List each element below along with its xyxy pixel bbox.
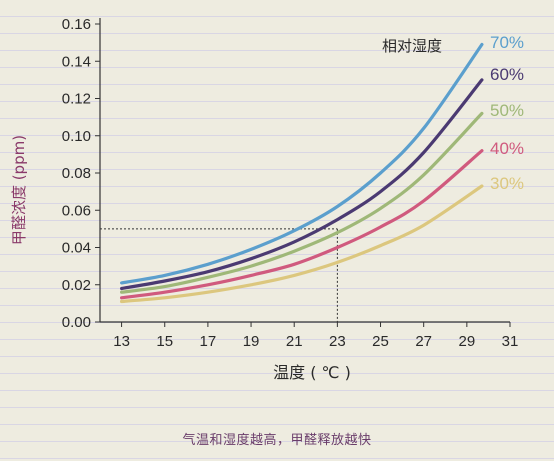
x-axis-title: 温度 ( ℃ ) bbox=[273, 363, 351, 382]
y-tick-label: 0.04 bbox=[62, 240, 91, 257]
series-line-50pct bbox=[120, 111, 484, 294]
y-tick-label: 0.14 bbox=[62, 53, 91, 70]
series-label: 70% bbox=[490, 33, 524, 52]
y-axis-title: 甲醛浓度 (ppm) bbox=[10, 135, 28, 245]
x-tick-label: 17 bbox=[200, 333, 217, 350]
series-labels: 70% 60% 50% 40% 30% bbox=[490, 33, 524, 193]
series-line-60pct bbox=[120, 78, 484, 291]
series-line-30pct bbox=[120, 184, 484, 304]
x-tick-label: 29 bbox=[458, 333, 475, 350]
x-tick-label: 13 bbox=[113, 333, 130, 350]
series-label: 30% bbox=[490, 174, 524, 193]
y-tick-label: 0.12 bbox=[62, 91, 91, 108]
x-tick-label: 19 bbox=[243, 333, 260, 350]
x-tick-label: 25 bbox=[372, 333, 389, 350]
x-tick-label: 15 bbox=[156, 333, 173, 350]
series-line-70pct bbox=[120, 42, 484, 285]
x-tick-label: 31 bbox=[502, 333, 519, 350]
y-tick-label: 0.16 bbox=[62, 16, 91, 33]
chart-caption: 气温和湿度越高，甲醛释放越快 bbox=[182, 433, 372, 448]
series-label: 50% bbox=[490, 101, 524, 120]
series-line-40pct bbox=[120, 149, 484, 300]
legend-title: 相对湿度 bbox=[382, 37, 442, 55]
y-tick-label: 0.08 bbox=[62, 165, 91, 182]
y-tick-label: 0.06 bbox=[62, 202, 91, 219]
x-tick-label: 21 bbox=[286, 333, 303, 350]
axes bbox=[99, 18, 510, 323]
y-tick-label: 0.02 bbox=[62, 277, 91, 294]
x-tick-label: 27 bbox=[415, 333, 432, 350]
series-label: 60% bbox=[490, 65, 524, 84]
series-label: 40% bbox=[490, 139, 524, 158]
ticks: 0.00 0.02 0.04 0.06 0.08 0.10 0.12 0.14 0.16 13 15… bbox=[62, 16, 519, 350]
y-tick-label: 0.10 bbox=[62, 128, 91, 145]
series-lines bbox=[120, 42, 484, 304]
x-tick-label: 23 bbox=[329, 333, 346, 350]
y-tick-label: 0.00 bbox=[62, 314, 91, 331]
